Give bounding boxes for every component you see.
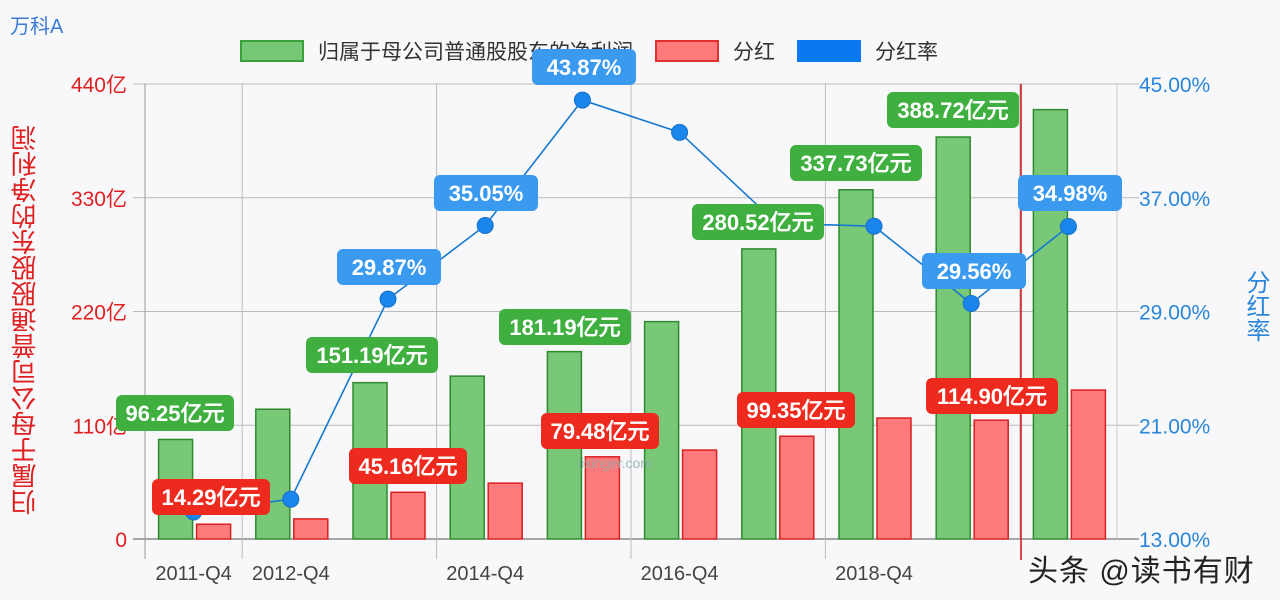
dividend-bar	[293, 518, 329, 540]
dividend-bar	[390, 491, 426, 540]
source-watermark: lixinger.com	[578, 455, 652, 471]
dividend-label-bg	[349, 448, 467, 484]
net-profit-bar	[838, 189, 874, 540]
net-profit-label: 337.73亿元	[800, 151, 911, 176]
dividend-bar	[681, 449, 718, 540]
legend-item-dividend[interactable]: 分红	[655, 36, 775, 66]
dividend-bar	[876, 417, 912, 540]
net-profit-label: 388.72亿元	[897, 98, 1008, 123]
dividend-label: 45.16亿元	[358, 454, 457, 479]
dividend-bar	[779, 435, 815, 540]
dividend-bar	[487, 482, 523, 540]
dividend-label: 99.35亿元	[746, 398, 845, 423]
y-left-tick: 440亿	[71, 74, 127, 97]
page-title: 万科A	[10, 16, 64, 38]
y-axis-right-title: 分红率	[1242, 270, 1269, 342]
net-profit-label: 96.25亿元	[125, 401, 224, 426]
payout-ratio-point	[573, 91, 591, 109]
payout-ratio-point	[865, 217, 883, 235]
net-profit-bar	[1032, 108, 1069, 540]
dividend-bar	[1070, 389, 1107, 540]
y-left-tick: 0	[115, 529, 127, 552]
legend-swatch-red	[655, 40, 719, 62]
net-profit-label-bg	[306, 337, 438, 373]
y-right-tick: 37.00%	[1139, 188, 1210, 211]
x-tick: 2012-Q4	[252, 563, 330, 585]
payout-ratio-point	[379, 290, 397, 308]
payout-ratio-label-bg	[1018, 175, 1122, 211]
payout-ratio-point	[1059, 217, 1077, 235]
legend-item-payout-ratio[interactable]: 分红率	[797, 36, 938, 66]
y-right-tick: 45.00%	[1139, 74, 1210, 97]
y-left-tick: 110亿	[73, 415, 127, 438]
payout-ratio-point	[671, 123, 689, 141]
payout-ratio-point	[962, 295, 980, 313]
payout-ratio-label-bg	[922, 253, 1026, 289]
net-profit-label: 181.19亿元	[509, 315, 620, 340]
net-profit-bar	[935, 136, 971, 540]
x-tick: 2018-Q4	[835, 563, 913, 585]
y-left-tick: 330亿	[71, 188, 127, 211]
dividend-label: 14.29亿元	[161, 485, 260, 510]
net-profit-label-bg	[116, 395, 234, 431]
net-profit-label-bg	[790, 145, 922, 181]
x-tick: 2016-Q4	[641, 563, 719, 585]
y-right-tick: 13.00%	[1139, 529, 1210, 552]
legend-label: 分红率	[875, 41, 938, 64]
dividend-label-bg	[152, 479, 270, 515]
dividend-bar	[195, 523, 232, 540]
y-right-tick: 29.00%	[1139, 302, 1210, 325]
author-watermark: 头条 @读书有财	[1028, 555, 1255, 588]
payout-ratio-point	[282, 490, 300, 508]
payout-ratio-label: 35.05%	[449, 181, 524, 206]
payout-ratio-label-bg	[434, 175, 538, 211]
net-profit-bar	[255, 408, 291, 540]
legend-swatch-blue	[797, 40, 861, 62]
y-left-tick: 220亿	[71, 302, 127, 325]
x-tick: 2014-Q4	[446, 563, 524, 585]
payout-ratio-point	[476, 216, 494, 234]
dividend-label: 114.90亿元	[937, 384, 1047, 409]
payout-ratio-label-bg	[532, 49, 636, 85]
net-profit-label-bg	[887, 92, 1019, 128]
legend-swatch-green	[240, 40, 304, 62]
payout-ratio-label-bg	[337, 249, 441, 285]
dividend-bar	[584, 456, 621, 540]
net-profit-label-bg	[499, 309, 631, 345]
x-tick: 2011-Q4	[155, 563, 231, 585]
payout-ratio-label: 34.98%	[1033, 181, 1108, 206]
dividend-bar	[973, 419, 1009, 540]
y-right-tick: 21.00%	[1139, 415, 1210, 438]
net-profit-label: 280.52亿元	[702, 210, 813, 235]
net-profit-label: 151.19亿元	[316, 343, 427, 368]
net-profit-label-bg	[692, 204, 824, 240]
dividend-label-bg	[737, 392, 855, 428]
dividend-label: 79.48亿元	[550, 419, 649, 444]
legend-label: 分红	[733, 41, 775, 64]
payout-ratio-label: 29.87%	[352, 255, 427, 280]
payout-ratio-label: 43.87%	[547, 55, 622, 80]
net-profit-bar	[643, 320, 680, 540]
dividend-label-bg	[926, 378, 1058, 414]
payout-ratio-label: 29.56%	[937, 259, 1012, 284]
dividend-label-bg	[541, 413, 659, 449]
